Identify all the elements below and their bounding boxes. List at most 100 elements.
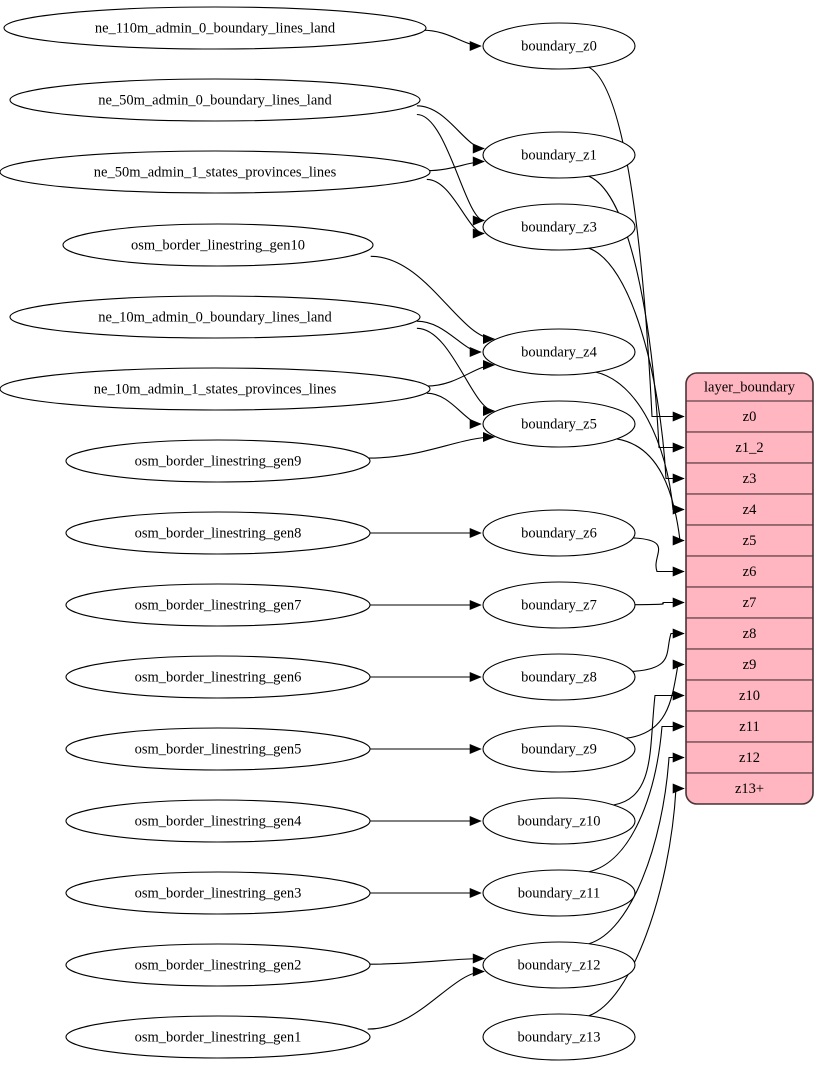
source-nodes: ne_110m_admin_0_boundary_lines_land ne_50… xyxy=(0,6,431,1059)
source-node[interactable]: ne_50m_admin_0_boundary_lines_land xyxy=(9,78,421,122)
table-row[interactable] xyxy=(686,524,813,557)
edge-arrowhead xyxy=(672,628,685,639)
boundary-node-shape[interactable] xyxy=(482,941,636,989)
table-row[interactable] xyxy=(686,772,813,804)
edge-arrowhead xyxy=(469,887,482,899)
source-node-shape[interactable] xyxy=(62,223,374,267)
boundary-node-shape[interactable] xyxy=(482,797,636,845)
boundary-node-shape[interactable] xyxy=(482,328,636,376)
table-row-label: z6 xyxy=(743,564,757,580)
source-node-label: osm_border_linestring_gen10 xyxy=(131,237,305,253)
graph-edge xyxy=(367,970,485,1030)
table-row[interactable] xyxy=(686,586,813,619)
boundary-node-label: boundary_z1 xyxy=(521,147,597,163)
table-row[interactable] xyxy=(686,679,813,712)
graph-edge xyxy=(588,66,684,418)
source-node-shape[interactable] xyxy=(9,78,421,122)
boundary-node[interactable]: boundary_z0 xyxy=(482,22,636,70)
edge-arrowhead xyxy=(472,966,485,977)
boundary-nodes: boundary_z0 boundary_z1 boundary_z3boundar… xyxy=(482,22,636,1061)
table-row[interactable] xyxy=(686,462,813,495)
source-node[interactable]: osm_border_linestring_gen2 xyxy=(65,943,371,987)
edge-arrowhead xyxy=(482,431,496,443)
source-node[interactable]: osm_border_linestring_gen1 xyxy=(65,1015,371,1059)
edge-arrowhead xyxy=(482,359,496,371)
source-node-shape[interactable] xyxy=(65,439,371,483)
boundary-node-shape[interactable] xyxy=(482,400,636,448)
graph-edge xyxy=(426,178,485,235)
source-to-boundary-edges xyxy=(367,29,496,1030)
boundary-node-label: boundary_z12 xyxy=(518,957,601,973)
table-row[interactable] xyxy=(686,648,813,681)
graph-edge xyxy=(588,725,684,873)
graph-edge xyxy=(588,756,684,945)
edge-arrowhead xyxy=(672,659,685,670)
source-node-shape[interactable] xyxy=(65,655,371,699)
source-node-shape[interactable] xyxy=(65,1015,371,1059)
graph-edge xyxy=(626,663,684,739)
boundary-node[interactable]: boundary_z6 xyxy=(482,509,636,557)
source-node[interactable]: osm_border_linestring_gen5 xyxy=(65,727,371,771)
boundary-node-shape[interactable] xyxy=(482,653,636,701)
source-node-shape[interactable] xyxy=(65,871,371,915)
source-node-shape[interactable] xyxy=(65,511,371,555)
boundary-node-shape[interactable] xyxy=(482,509,636,557)
boundary-node-shape[interactable] xyxy=(482,131,636,179)
source-node[interactable]: ne_110m_admin_0_boundary_lines_land xyxy=(3,6,427,50)
edge-arrowhead xyxy=(482,405,496,417)
source-node-shape[interactable] xyxy=(9,295,421,339)
graph-edge xyxy=(416,113,485,222)
boundary-node[interactable]: boundary_z9 xyxy=(482,725,636,773)
boundary-node[interactable]: boundary_z10 xyxy=(482,797,636,845)
source-node-shape[interactable] xyxy=(65,583,371,627)
source-node[interactable]: osm_border_linestring_gen6 xyxy=(65,655,371,699)
source-node-label: osm_border_linestring_gen1 xyxy=(135,1029,302,1045)
boundary-node[interactable]: boundary_z1 xyxy=(482,131,636,179)
source-node[interactable]: osm_border_linestring_gen3 xyxy=(65,871,371,915)
edge-arrowhead xyxy=(672,535,685,546)
boundary-node[interactable]: boundary_z11 xyxy=(482,869,636,917)
boundary-node-shape[interactable] xyxy=(482,869,636,917)
source-node[interactable]: osm_border_linestring_gen7 xyxy=(65,583,371,627)
source-node-label: osm_border_linestring_gen4 xyxy=(135,813,302,829)
graph-edge xyxy=(632,632,684,672)
table-row[interactable] xyxy=(686,617,813,650)
boundary-node[interactable]: boundary_z8 xyxy=(482,653,636,701)
boundary-node-shape[interactable] xyxy=(482,203,636,251)
source-node-shape[interactable] xyxy=(65,727,371,771)
table-row[interactable] xyxy=(686,710,813,743)
boundary-node[interactable]: boundary_z12 xyxy=(482,941,636,989)
boundary-node-label: boundary_z4 xyxy=(521,344,597,360)
boundary-node-shape[interactable] xyxy=(482,1013,636,1061)
source-node-shape[interactable] xyxy=(0,150,431,194)
boundary-node-shape[interactable] xyxy=(482,581,636,629)
boundary-node[interactable]: boundary_z5 xyxy=(482,400,636,448)
edge-arrowhead xyxy=(672,566,685,577)
boundary-node-shape[interactable] xyxy=(482,22,636,70)
graph-edge xyxy=(616,438,684,542)
source-node-shape[interactable] xyxy=(3,6,427,50)
source-node[interactable]: osm_border_linestring_gen8 xyxy=(65,511,371,555)
boundary-node[interactable]: boundary_z3 xyxy=(482,203,636,251)
edge-arrowhead xyxy=(672,597,685,608)
table-row-label: z4 xyxy=(743,502,757,518)
table-row-label: z9 xyxy=(743,657,757,673)
source-node-shape[interactable] xyxy=(0,367,431,411)
source-node[interactable]: ne_10m_admin_1_states_provinces_lines xyxy=(0,367,431,411)
source-node[interactable]: osm_border_linestring_gen10 xyxy=(62,223,374,267)
boundary-node-shape[interactable] xyxy=(482,725,636,773)
edge-arrowhead xyxy=(672,721,685,732)
source-node[interactable]: ne_50m_admin_1_states_provinces_lines xyxy=(0,150,431,194)
boundary-node[interactable]: boundary_z4 xyxy=(482,328,636,376)
boundary-node[interactable]: boundary_z13 xyxy=(482,1013,636,1061)
source-node-shape[interactable] xyxy=(65,799,371,843)
table-header-label: layer_boundary xyxy=(704,379,796,395)
source-node[interactable]: osm_border_linestring_gen9 xyxy=(65,439,371,483)
table-outline xyxy=(685,372,814,805)
edge-arrowhead xyxy=(672,473,685,484)
boundary-node[interactable]: boundary_z7 xyxy=(482,581,636,629)
source-node[interactable]: ne_10m_admin_0_boundary_lines_land xyxy=(9,295,421,339)
source-node-shape[interactable] xyxy=(65,943,371,987)
source-node[interactable]: osm_border_linestring_gen4 xyxy=(65,799,371,843)
